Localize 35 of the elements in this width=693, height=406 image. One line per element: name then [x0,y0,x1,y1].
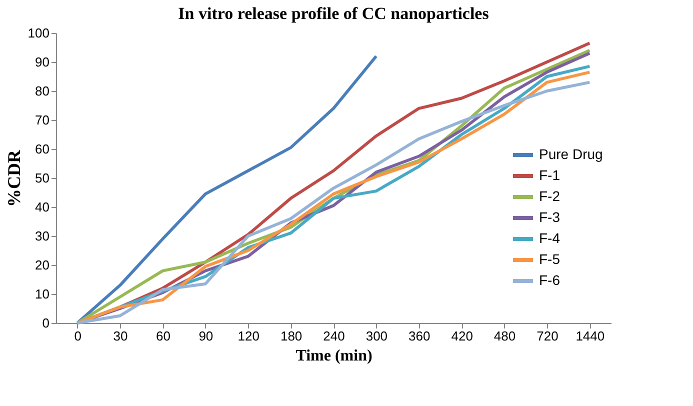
x-tick-label: 720 [536,328,558,344]
x-tick-label: 360 [408,328,430,344]
x-tick-label: 480 [494,328,516,344]
chart-title: In vitro release profile of CC nanoparticles [178,4,490,23]
legend-label: F-2 [539,188,560,204]
y-tick-label: 40 [35,200,50,214]
y-tick-label: 0 [42,316,50,330]
x-tick-label: 60 [156,328,170,344]
y-tick-label: 50 [35,170,50,186]
y-tick-label: 100 [28,26,50,40]
legend-label: F-1 [539,167,560,183]
legend-label: F-3 [539,209,560,225]
x-tick-label: 0 [74,328,82,344]
x-tick-label: 1440 [576,328,605,344]
y-tick-label: 30 [35,228,50,244]
y-tick-label: 10 [35,286,50,302]
x-tick-label: 420 [451,328,473,344]
x-tick-label: 180 [280,328,302,344]
legend-label: F-6 [539,272,560,288]
x-tick-label: 240 [323,328,345,344]
x-tick-label: 120 [238,328,260,344]
y-tick-label: 20 [35,258,50,272]
x-tick-label: 30 [113,328,128,344]
x-tick-label: 90 [198,328,214,344]
y-tick-label: 70 [35,112,50,128]
x-axis-title: Time (min) [296,348,372,364]
y-tick-label: 60 [35,142,50,156]
line-series [76,54,378,324]
legend-label: F-5 [539,251,560,267]
legend-label: F-4 [539,230,560,246]
y-axis-title: %CDR [4,149,24,207]
y-tick-label: 80 [35,84,50,98]
x-tick-label: 300 [366,328,388,344]
legend-label: Pure Drug [539,146,603,162]
y-tick-label: 90 [35,54,50,70]
